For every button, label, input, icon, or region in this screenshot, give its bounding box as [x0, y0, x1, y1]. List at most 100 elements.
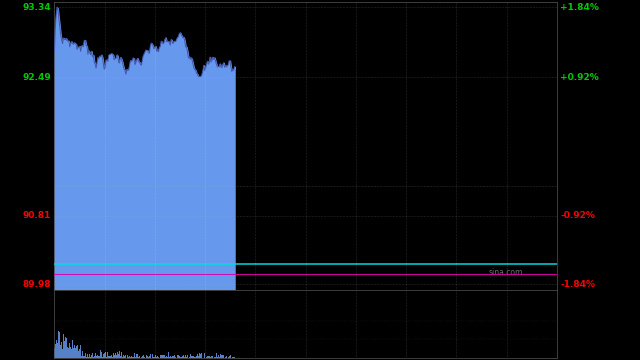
- Bar: [60, 345, 61, 358]
- Bar: [94, 356, 95, 358]
- Bar: [159, 357, 160, 358]
- Bar: [234, 357, 235, 358]
- Bar: [209, 356, 210, 358]
- Bar: [191, 355, 193, 358]
- Bar: [204, 353, 205, 358]
- Bar: [141, 356, 143, 358]
- Bar: [179, 356, 180, 358]
- Bar: [170, 356, 171, 358]
- Bar: [147, 356, 148, 358]
- Bar: [222, 355, 223, 358]
- Bar: [230, 355, 232, 358]
- Bar: [120, 356, 121, 358]
- Bar: [99, 356, 100, 358]
- Bar: [113, 354, 114, 358]
- Bar: [118, 354, 119, 358]
- Bar: [66, 338, 67, 358]
- Bar: [123, 355, 124, 358]
- Bar: [129, 356, 130, 358]
- Bar: [228, 356, 230, 358]
- Bar: [136, 354, 137, 358]
- Bar: [178, 355, 179, 358]
- Bar: [131, 356, 132, 358]
- Bar: [64, 341, 65, 358]
- Bar: [112, 357, 113, 358]
- Bar: [198, 356, 199, 358]
- Bar: [132, 357, 134, 358]
- Bar: [162, 355, 163, 358]
- Bar: [97, 355, 99, 358]
- Bar: [154, 357, 156, 358]
- Bar: [127, 355, 128, 358]
- Bar: [88, 357, 89, 358]
- Bar: [158, 357, 159, 358]
- Bar: [122, 357, 123, 358]
- Bar: [182, 356, 184, 358]
- Bar: [57, 343, 58, 358]
- Text: 90.81: 90.81: [22, 211, 51, 220]
- Text: sina.com: sina.com: [489, 268, 524, 277]
- Bar: [125, 355, 126, 358]
- Bar: [71, 349, 72, 358]
- Bar: [137, 354, 138, 358]
- Bar: [219, 357, 220, 358]
- Bar: [78, 351, 79, 358]
- Bar: [121, 352, 122, 358]
- Bar: [171, 357, 172, 358]
- Bar: [225, 357, 226, 358]
- Bar: [80, 345, 81, 358]
- Bar: [117, 352, 118, 358]
- Bar: [163, 355, 164, 358]
- Bar: [233, 357, 234, 358]
- Bar: [152, 356, 154, 358]
- Bar: [77, 345, 78, 358]
- Bar: [76, 346, 77, 358]
- Bar: [172, 356, 173, 358]
- Text: 92.49: 92.49: [22, 73, 51, 82]
- Bar: [220, 354, 221, 358]
- Bar: [69, 343, 70, 358]
- Bar: [109, 356, 110, 358]
- Bar: [83, 356, 84, 358]
- Bar: [104, 353, 105, 358]
- Bar: [174, 355, 175, 358]
- Bar: [212, 356, 213, 358]
- Bar: [168, 352, 169, 358]
- Bar: [145, 357, 147, 358]
- Bar: [149, 356, 150, 358]
- Bar: [116, 355, 117, 358]
- Bar: [216, 354, 217, 358]
- Bar: [166, 356, 167, 358]
- Bar: [186, 357, 187, 358]
- Bar: [184, 357, 185, 358]
- Bar: [82, 351, 83, 358]
- Bar: [180, 357, 182, 358]
- Bar: [215, 357, 216, 358]
- Bar: [193, 356, 195, 358]
- Bar: [65, 337, 66, 358]
- Bar: [161, 355, 162, 358]
- Bar: [200, 357, 202, 358]
- Bar: [223, 355, 224, 358]
- Bar: [62, 350, 63, 358]
- Bar: [232, 357, 233, 358]
- Bar: [130, 356, 131, 358]
- Bar: [134, 356, 136, 358]
- Bar: [165, 357, 166, 358]
- Bar: [124, 356, 125, 358]
- Bar: [210, 357, 211, 358]
- Bar: [102, 357, 103, 358]
- Bar: [196, 356, 197, 358]
- Bar: [90, 356, 91, 358]
- Bar: [111, 355, 112, 358]
- Bar: [114, 355, 115, 358]
- Text: -0.92%: -0.92%: [561, 211, 595, 220]
- Bar: [217, 356, 218, 358]
- Bar: [156, 357, 157, 358]
- Bar: [55, 343, 56, 358]
- Bar: [138, 357, 139, 358]
- Bar: [205, 357, 206, 358]
- Text: 89.98: 89.98: [22, 280, 51, 289]
- Bar: [227, 357, 228, 358]
- Bar: [150, 354, 151, 358]
